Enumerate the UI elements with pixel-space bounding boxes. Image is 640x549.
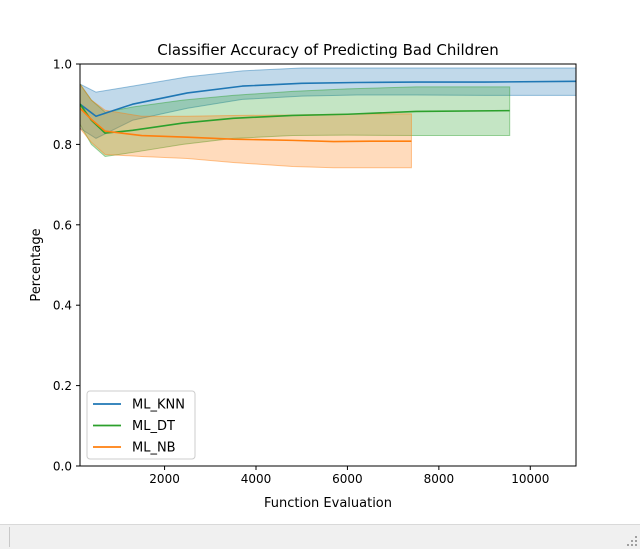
chart-title: Classifier Accuracy of Predicting Bad Ch…: [157, 41, 499, 59]
y-tick-label: 0.2: [53, 379, 72, 393]
x-tick-label: 6000: [332, 472, 363, 486]
legend-label-ml-knn: ML_KNN: [132, 398, 185, 413]
line-ml-dt: [80, 103, 510, 134]
y-tick-label: 1.0: [53, 58, 72, 72]
band-ml-nb: [80, 83, 412, 169]
y-axis: 0.0 0.2 0.4 0.6 0.8 1.0: [53, 58, 80, 474]
band-ml-dt: [80, 83, 511, 157]
confidence-bands: [80, 67, 576, 169]
x-tick-label: 2000: [149, 472, 180, 486]
line-ml-knn: [80, 80, 576, 118]
band-ml-knn: [80, 67, 576, 139]
y-tick-label: 0.0: [53, 460, 72, 474]
x-axis-label: Function Evaluation: [264, 496, 392, 511]
legend-label-ml-dt: ML_DT: [132, 419, 175, 434]
chart-svg: Classifier Accuracy of Predicting Bad Ch…: [29, 41, 577, 511]
status-bar: [0, 524, 640, 549]
y-tick-label: 0.6: [53, 218, 72, 232]
x-axis: 2000 4000 6000 8000 10000: [149, 466, 549, 486]
y-tick-label: 0.4: [53, 299, 72, 313]
resize-grip-icon[interactable]: [627, 536, 637, 546]
legend-box: [86, 390, 196, 460]
x-tick-label: 4000: [241, 472, 272, 486]
status-bar-separator: [9, 527, 10, 547]
chart: Classifier Accuracy of Predicting Bad Ch…: [29, 41, 577, 511]
legend: ML_KNN ML_DT ML_NB: [86, 390, 196, 460]
y-tick-label: 0.8: [53, 138, 72, 152]
legend-label-ml-nb: ML_NB: [132, 441, 176, 456]
y-axis-label: Percentage: [29, 228, 44, 301]
series-lines: [80, 80, 576, 143]
plot-frame: [79, 63, 577, 467]
x-tick-label: 8000: [424, 472, 455, 486]
x-tick-label: 10000: [511, 472, 549, 486]
line-ml-nb: [80, 107, 412, 143]
